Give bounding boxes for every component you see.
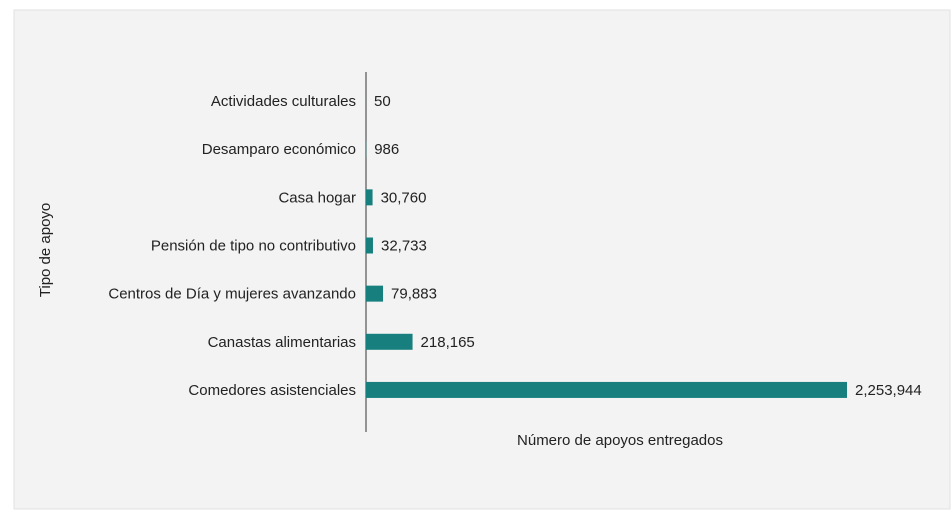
data-label: 32,733 <box>381 237 427 254</box>
bar <box>366 237 373 254</box>
bar <box>366 189 373 206</box>
bar <box>366 333 413 350</box>
y-tick-label: Casa hogar <box>278 189 356 206</box>
data-label: 2,253,944 <box>855 382 922 399</box>
y-axis-label: Tipo de apoyo <box>37 203 54 298</box>
data-label: 79,883 <box>391 286 437 303</box>
y-tick-label: Pensión de tipo no contributivo <box>151 237 356 254</box>
data-label: 218,165 <box>421 334 475 351</box>
data-label: 30,760 <box>381 189 427 206</box>
y-tick-label: Actividades culturales <box>211 93 356 110</box>
data-label: 50 <box>374 93 391 110</box>
x-axis-label: Número de apoyos entregados <box>517 432 723 449</box>
bar <box>366 381 847 398</box>
bar <box>366 285 384 302</box>
y-tick-label: Comedores asistenciales <box>188 382 356 399</box>
chart-background <box>13 9 951 510</box>
data-label: 986 <box>374 141 399 158</box>
y-tick-label: Desamparo económico <box>202 141 356 158</box>
y-tick-label: Centros de Día y mujeres avanzando <box>108 286 356 303</box>
y-tick-label: Canastas alimentarias <box>208 334 356 351</box>
